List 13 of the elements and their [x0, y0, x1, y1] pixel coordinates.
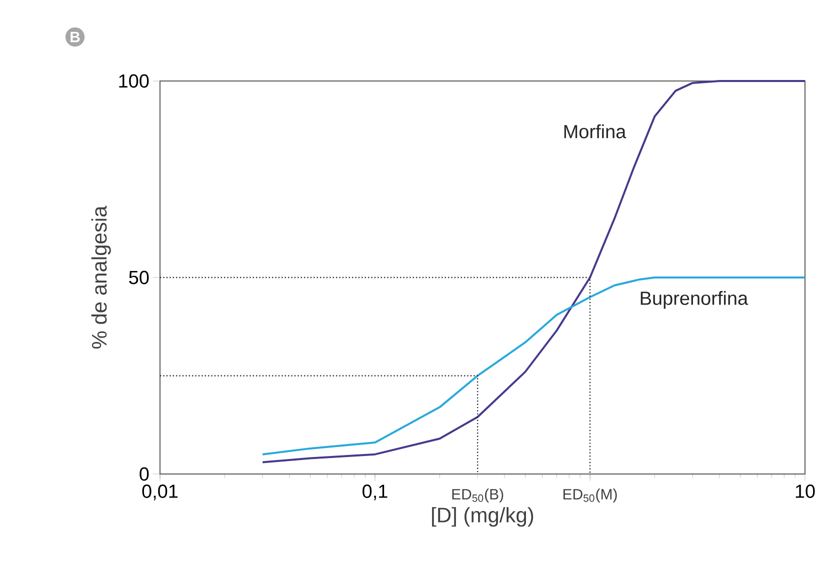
y-tick-label: 50: [129, 270, 149, 284]
annotation: ED$_{50}$(B): [452, 488, 504, 502]
x-axis-title: [D] (mg/kg): [432, 507, 534, 527]
series-label: Morfina: [564, 124, 626, 138]
x-tick-label: 0,01: [142, 484, 178, 500]
annotation: ED$_{50}$(M): [563, 488, 617, 502]
y-tick-label: 0: [140, 467, 149, 481]
y-tick-label: 100: [119, 74, 149, 88]
chart-title: B: [70, 32, 80, 42]
x-tick-label: 10: [796, 484, 815, 498]
x-tick-label: 0,1: [362, 484, 388, 500]
series-label: Buprenorfina: [640, 291, 748, 309]
y-axis-title: % de analgesia: [91, 206, 111, 349]
